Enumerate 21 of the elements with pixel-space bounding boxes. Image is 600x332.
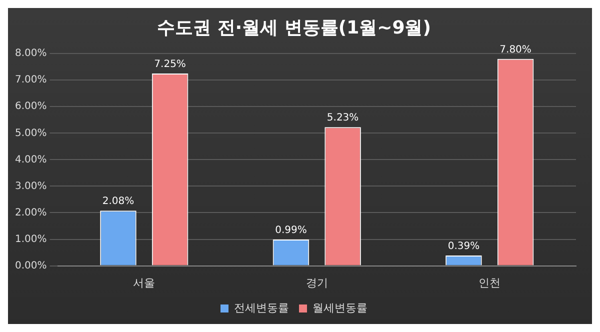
y-tick-label: 4.00% bbox=[14, 154, 47, 166]
legend-label: 월세변동률 bbox=[312, 301, 368, 314]
y-tick-label: 5.00% bbox=[14, 128, 47, 139]
data-label: 0.99% bbox=[275, 225, 307, 236]
chart-title: 수도권 전·월세 변동률(1월~9월) bbox=[157, 17, 431, 38]
legend-label: 전세변동률 bbox=[234, 301, 289, 314]
data-label: 0.39% bbox=[448, 241, 480, 252]
y-tick-label: 0.00% bbox=[14, 260, 47, 272]
x-tick-label: 인천 bbox=[478, 276, 501, 290]
data-label: 5.23% bbox=[326, 112, 359, 124]
y-tick-label: 7.00% bbox=[14, 74, 47, 86]
data-label: 7.25% bbox=[154, 59, 186, 70]
data-label: 2.08% bbox=[102, 196, 134, 208]
y-tick-label: 2.00% bbox=[14, 207, 47, 218]
x-tick-label: 서울 bbox=[133, 276, 156, 290]
y-tick-label: 6.00% bbox=[14, 101, 47, 112]
data-label: 7.80% bbox=[500, 44, 532, 56]
y-tick-label: 1.00% bbox=[14, 234, 47, 245]
x-tick-label: 경기 bbox=[306, 276, 328, 290]
y-tick-label: 3.00% bbox=[14, 180, 47, 192]
y-tick-label: 8.00% bbox=[14, 48, 47, 60]
